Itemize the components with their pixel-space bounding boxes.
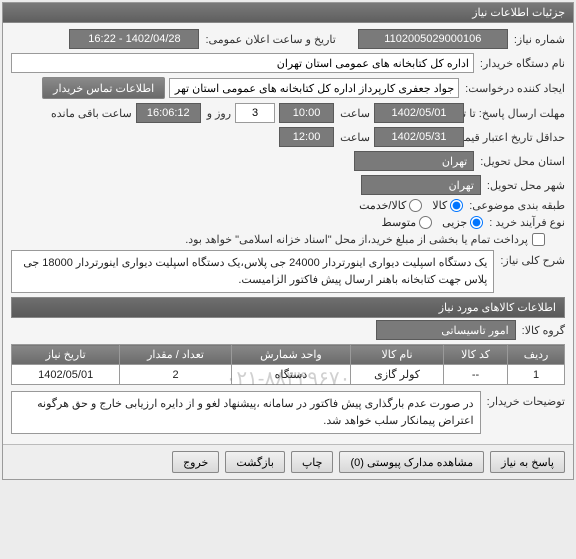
table-cell: 1 <box>508 365 565 385</box>
panel-title: جزئیات اطلاعات نیاز <box>3 3 573 23</box>
treasury-label: پرداخت تمام یا بخشی از مبلغ خرید،از محل … <box>185 233 528 246</box>
items-info-bar: اطلاعات کالاهای مورد نیاز <box>11 297 565 318</box>
treasury-checkbox[interactable] <box>532 233 545 246</box>
need-no-label: شماره نیاز: <box>514 33 565 46</box>
print-button[interactable]: چاپ <box>291 451 334 473</box>
radio-proc-low[interactable] <box>470 216 483 229</box>
remaining-time: 16:06:12 <box>136 103 201 123</box>
deadline-time: 10:00 <box>279 103 334 123</box>
table-cell: دستگاه <box>231 365 350 385</box>
buyer-note-label: توضیحات خریدار: <box>487 391 565 408</box>
table-cell: -- <box>443 365 507 385</box>
table-header: کد کالا <box>443 345 507 365</box>
buyer-note-text: در صورت عدم بارگذاری پیش فاکتور در سامان… <box>11 391 481 434</box>
table-header: ردیف <box>508 345 565 365</box>
deadline-date: 1402/05/01 <box>374 103 464 123</box>
process-label: نوع فرآیند خرید : <box>489 216 565 229</box>
table-header: نام کالا <box>351 345 444 365</box>
category-radio-group: کالا کالا/خدمت <box>359 199 463 212</box>
announce-value: 1402/04/28 - 16:22 <box>69 29 199 49</box>
panel-body: شماره نیاز: 1102005029000106 تاریخ و ساع… <box>3 23 573 444</box>
city-label: استان محل تحویل: <box>480 155 565 168</box>
need-no-value: 1102005029000106 <box>358 29 508 49</box>
deadline-time-label: ساعت <box>340 107 370 120</box>
remaining-suffix: ساعت باقی مانده <box>51 107 132 120</box>
summary-text: یک دستگاه اسپلیت دیواری اینورتردار 24000… <box>11 250 494 293</box>
contact-buyer-button[interactable]: اطلاعات تماس خریدار <box>42 77 165 99</box>
table-row[interactable]: 1--کولر گازیدستگاه21402/05/01 <box>12 365 565 385</box>
group-value: امور تاسیساتی <box>376 320 516 340</box>
group-label: گروه کالا: <box>522 324 565 337</box>
radio-goods-label: کالا <box>432 199 447 212</box>
table-header: تعداد / مقدار <box>120 345 231 365</box>
delivery-city-value: تهران <box>361 175 481 195</box>
announce-label: تاریخ و ساعت اعلان عمومی: <box>205 33 335 46</box>
creator-label: ایجاد کننده درخواست: <box>465 82 565 95</box>
deadline-label: مهلت ارسال پاسخ: تا تاریخ: <box>470 107 565 120</box>
table-header: واحد شمارش <box>231 345 350 365</box>
exit-button[interactable]: خروج <box>172 451 219 473</box>
radio-service-label: کالا/خدمت <box>359 199 406 212</box>
radio-proc-mid-label: متوسط <box>382 216 417 229</box>
summary-label: شرح کلی نیاز: <box>500 250 565 267</box>
process-radio-group: جزیی متوسط <box>382 216 484 229</box>
buyer-org-label: نام دستگاه خریدار: <box>480 57 565 70</box>
table-cell: 1402/05/01 <box>12 365 120 385</box>
category-label: طبقه بندی موضوعی: <box>469 199 565 212</box>
validity-label: حداقل تاریخ اعتبار قیمت: تا تاریخ: <box>470 131 565 144</box>
remaining-days-label: روز و <box>207 107 231 120</box>
validity-time: 12:00 <box>279 127 334 147</box>
respond-button[interactable]: پاسخ به نیاز <box>490 451 565 473</box>
remaining-days <box>235 103 275 123</box>
city-value: تهران <box>354 151 474 171</box>
back-button[interactable]: بازگشت <box>225 451 285 473</box>
table-header: تاریخ نیاز <box>12 345 120 365</box>
validity-date: 1402/05/31 <box>374 127 464 147</box>
delivery-city-label: شهر محل تحویل: <box>487 179 565 192</box>
buyer-org-field[interactable] <box>11 53 474 73</box>
table-cell: 2 <box>120 365 231 385</box>
validity-time-label: ساعت <box>340 131 370 144</box>
creator-field[interactable] <box>169 78 459 98</box>
radio-proc-mid[interactable] <box>419 216 432 229</box>
need-details-panel: جزئیات اطلاعات نیاز شماره نیاز: 11020050… <box>2 2 574 480</box>
attachments-button[interactable]: مشاهده مدارک پیوستی (0) <box>339 451 484 473</box>
footer-buttons: پاسخ به نیاز مشاهده مدارک پیوستی (0) چاپ… <box>3 444 573 479</box>
items-table: ردیفکد کالانام کالاواحد شمارشتعداد / مقد… <box>11 344 565 385</box>
radio-proc-low-label: جزیی <box>442 216 467 229</box>
radio-goods[interactable] <box>450 199 463 212</box>
table-cell: کولر گازی <box>351 365 444 385</box>
radio-service[interactable] <box>409 199 422 212</box>
items-table-wrap: ردیفکد کالانام کالاواحد شمارشتعداد / مقد… <box>11 344 565 385</box>
